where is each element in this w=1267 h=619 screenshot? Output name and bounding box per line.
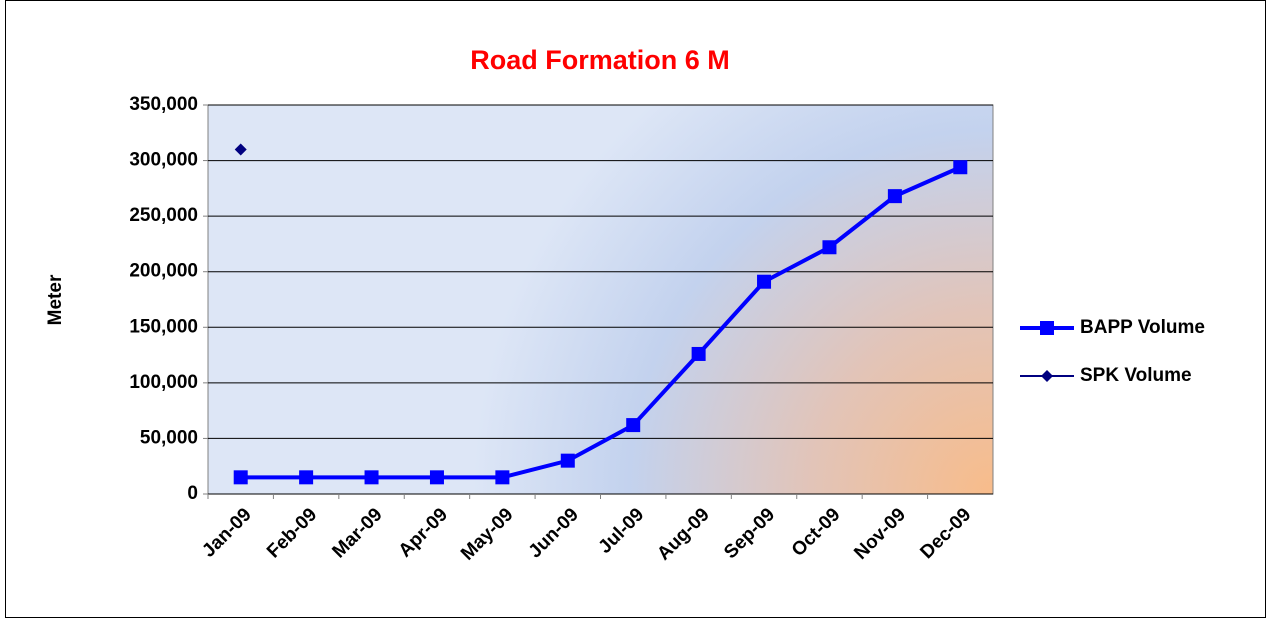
plot-area bbox=[207, 104, 994, 495]
marker bbox=[953, 160, 968, 175]
y-tick-label: 50,000 bbox=[140, 427, 198, 448]
marker bbox=[1041, 370, 1053, 382]
marker bbox=[822, 240, 837, 255]
marker bbox=[560, 453, 575, 468]
marker bbox=[691, 346, 706, 361]
y-tick-label: 350,000 bbox=[129, 94, 198, 115]
marker bbox=[234, 143, 247, 156]
marker bbox=[429, 470, 444, 485]
marker bbox=[364, 470, 379, 485]
y-tick-label: 300,000 bbox=[129, 150, 198, 171]
legend-label: BAPP Volume bbox=[1080, 317, 1205, 338]
y-tick-label: 200,000 bbox=[129, 261, 198, 282]
y-tick-label: 0 bbox=[187, 483, 198, 504]
y-tick-label: 250,000 bbox=[129, 205, 198, 226]
marker bbox=[887, 189, 902, 204]
marker bbox=[1040, 321, 1054, 335]
y-tick-label: 150,000 bbox=[129, 316, 198, 337]
marker bbox=[495, 470, 510, 485]
marker bbox=[757, 274, 772, 289]
marker bbox=[233, 470, 248, 485]
y-axis-label: Meter bbox=[45, 274, 66, 325]
y-tick-label: 100,000 bbox=[129, 372, 198, 393]
series-line bbox=[240, 165, 962, 480]
marker bbox=[299, 470, 314, 485]
marker bbox=[626, 418, 641, 433]
legend-label: SPK Volume bbox=[1080, 365, 1192, 386]
chart-title: Road Formation 6 M bbox=[470, 45, 730, 75]
